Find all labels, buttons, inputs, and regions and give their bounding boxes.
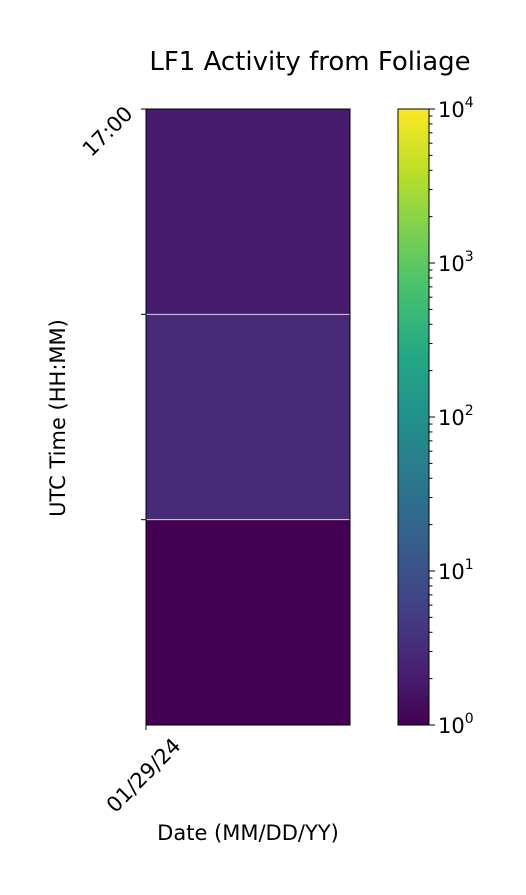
y-ticks: 17:00	[78, 102, 146, 521]
colorbar-tick-label: 100	[438, 711, 474, 738]
x-ticks: 01/29/24	[102, 725, 186, 817]
colorbar-tick-label: 101	[438, 557, 474, 584]
heatmap-cell	[146, 109, 350, 315]
colorbar-tick-label: 102	[438, 403, 474, 430]
x-axis-label: Date (MM/DD/YY)	[157, 821, 339, 845]
row-dividers	[146, 313, 350, 521]
y-axis-label: UTC Time (HH:MM)	[46, 319, 70, 517]
heatmap-cells	[146, 109, 350, 725]
heatmap-cell	[146, 314, 350, 520]
chart-title: LF1 Activity from Foliage	[149, 47, 470, 77]
colorbar-tick-label: 104	[438, 95, 474, 122]
x-tick-label: 01/29/24	[102, 734, 186, 818]
plot-frame	[145, 108, 351, 726]
heatmap-cell	[146, 519, 350, 725]
colorbar	[397, 108, 430, 726]
colorbar-tick-label: 103	[438, 249, 474, 276]
colorbar-ticks: 104 103 102 101 100	[429, 95, 474, 738]
y-tick-label: 17:00	[78, 102, 138, 162]
